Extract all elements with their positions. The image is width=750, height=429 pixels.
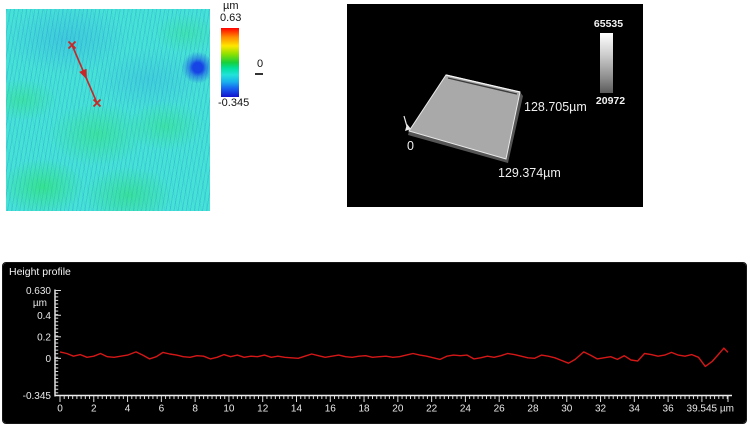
x-tick-label: 4 [125,404,131,415]
height-profile-panel[interactable]: Height profile 0.630 µm 0.4 0.2 0 -0.345 0 2 4 6 8 1… [2,262,747,424]
measure-endpoint-x-icon[interactable] [67,40,77,50]
y-tick-label: 0.4 [37,311,51,322]
x-tick-label: 8 [192,404,198,415]
colorbar-zero-tick [255,73,263,75]
x-tick-label: 12 [257,404,269,415]
chart-title: Height profile [9,266,71,278]
x-tick-label: 0 [57,404,63,415]
y-tick-label: -0.345 [23,391,52,402]
plate-edge-highlight [445,74,521,93]
surface-3d-plate [403,74,523,163]
x-tick-label: 24 [460,404,472,415]
x-tick-label: 6 [159,404,165,415]
x-tick-label: 14 [291,404,303,415]
profile-trace [59,347,729,368]
measure-arrow-icon [79,68,87,80]
plate-underside [408,92,523,163]
gray-colorbar-max-label: 65535 [593,18,624,30]
x-tick-label: 34 [629,404,641,415]
axis-origin-label: 0 [407,139,414,153]
y-axis-unit-label: µm [33,298,47,309]
measurement-line-overlay[interactable] [6,9,210,211]
x-tick-label: 16 [325,404,337,415]
x-tick-label: 26 [494,404,506,415]
colorbar-min-label: -0.345 [218,97,250,109]
measure-endpoint-x-icon[interactable] [92,98,102,108]
x-tick-label: 28 [527,404,539,415]
side-dimension-label: 128.705µm [524,100,587,114]
x-tick-label: 18 [358,404,370,415]
plate-edge-shade [447,77,518,95]
x-tick-label: 32 [595,404,607,415]
y-tick-label: 0.2 [37,332,51,343]
x-tick-label: 2 [91,404,97,415]
x-tick-label: 10 [223,404,235,415]
colorbar-zero-label: 0 [257,58,264,70]
x-tick-label: 20 [392,404,404,415]
colorbar-unit-label: µm [223,0,239,12]
z-axis-arrow-icon [405,124,411,131]
y-tick-label: 0 [45,354,51,365]
x-tick-label: 30 [561,404,573,415]
surface-3d-view[interactable]: 0 128.705µm 129.374µm 65535 20972 [347,4,643,207]
x-tick-label: 22 [426,404,438,415]
colorbar-max-label: 0.63 [220,12,242,24]
bottom-dimension-label: 129.374µm [498,166,561,180]
gray-colorbar [600,33,613,93]
gray-colorbar-min-label: 20972 [595,95,626,107]
y-tick-label: 0.630 [26,286,51,297]
height-colorbar [221,28,239,97]
height-map-image[interactable] [6,9,210,211]
x-end-label: 39.545 µm [687,404,734,415]
x-tick-label: 36 [663,404,675,415]
